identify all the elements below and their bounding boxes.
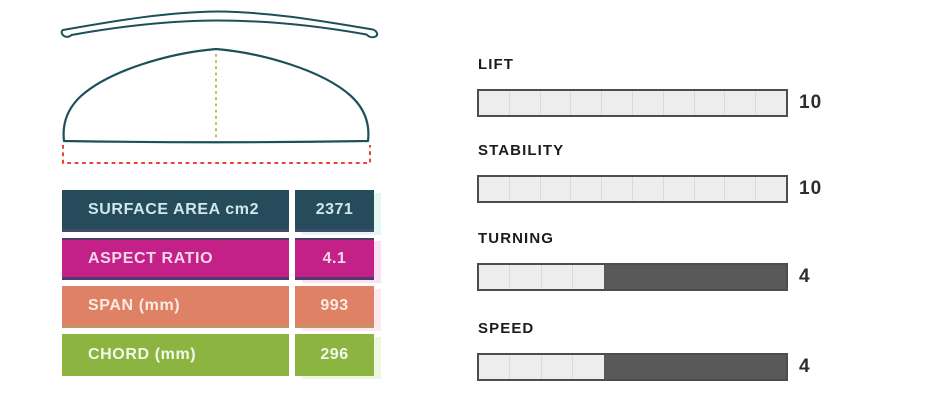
- rating-bar-segment: [694, 91, 726, 115]
- span-measure-dashed-line: [62, 145, 371, 164]
- rating-bar-segment: [509, 91, 541, 115]
- rating-bar-segment: [664, 265, 695, 289]
- rating-bar-segment: [479, 265, 511, 289]
- rating-bar: [477, 175, 788, 203]
- rating-label: STABILITY: [478, 142, 565, 159]
- rating-value: 4: [799, 266, 811, 287]
- rating-bar-segment: [632, 177, 664, 201]
- spec-value: 2371: [295, 190, 374, 232]
- rating-bar-segment: [541, 355, 574, 379]
- rating-item: LIFT 10: [477, 56, 857, 126]
- rating-bar: [477, 353, 788, 381]
- rating-bar: [477, 89, 788, 117]
- rating-item: SPEED 4: [477, 320, 857, 390]
- rating-bar-segment: [725, 355, 756, 379]
- rating-bar-segment: [540, 91, 572, 115]
- rating-bar-segment: [694, 265, 726, 289]
- spec-value: 4.1: [295, 238, 374, 280]
- rating-bar-segment: [541, 265, 574, 289]
- rating-bar-segment: [632, 91, 664, 115]
- spec-label: SURFACE AREA cm2: [62, 190, 289, 232]
- rating-bar-segment: [755, 355, 787, 379]
- rating-bar-segment: [540, 177, 572, 201]
- rating-label: LIFT: [478, 56, 515, 73]
- rating-bar-segment: [571, 177, 603, 201]
- rating-label: SPEED: [478, 320, 535, 337]
- rating-bar-segment: [694, 177, 726, 201]
- rating-bar-segment: [510, 355, 542, 379]
- wing-top-view-outline: [62, 47, 370, 144]
- rating-bar-segment: [634, 355, 665, 379]
- rating-bar-segment: [479, 355, 511, 379]
- rating-bar-segment: [694, 355, 726, 379]
- spec-label: CHORD (mm): [62, 334, 289, 376]
- rating-value: 10: [799, 178, 823, 199]
- spec-value: 296: [295, 334, 374, 376]
- rating-bar-segment: [755, 265, 787, 289]
- rating-bar-segment: [725, 91, 757, 115]
- rating-bar: [477, 263, 788, 291]
- rating-bar-segment: [479, 91, 510, 115]
- spec-row: SURFACE AREA cm2 2371: [62, 190, 382, 232]
- spec-row: ASPECT RATIO 4.1: [62, 238, 382, 280]
- spec-label: SPAN (mm): [62, 286, 289, 328]
- wing-front-view-outline: [60, 10, 379, 39]
- spec-row: CHORD (mm) 296: [62, 334, 382, 376]
- rating-bar-segment: [603, 355, 635, 379]
- rating-bar-segment: [479, 177, 510, 201]
- spec-value: 993: [295, 286, 374, 328]
- rating-bar-segment: [573, 355, 604, 379]
- rating-bar-segment: [571, 91, 603, 115]
- rating-bar-segment: [663, 177, 695, 201]
- rating-item: STABILITY 10: [477, 142, 857, 212]
- rating-bar-segment: [663, 91, 695, 115]
- rating-value: 4: [799, 356, 811, 377]
- rating-value: 10: [799, 92, 823, 113]
- rating-item: TURNING 4: [477, 230, 857, 300]
- wing-drawing: [60, 10, 379, 164]
- rating-bar-segment: [602, 91, 633, 115]
- rating-label: TURNING: [478, 230, 555, 247]
- rating-bar-segment: [756, 91, 786, 115]
- spec-row: SPAN (mm) 993: [62, 286, 382, 328]
- rating-bar-segment: [725, 265, 756, 289]
- spec-label: ASPECT RATIO: [62, 238, 289, 280]
- rating-bar-segment: [664, 355, 695, 379]
- rating-bar-segment: [602, 177, 633, 201]
- rating-bar-segment: [603, 265, 635, 289]
- rating-bar-segment: [509, 177, 541, 201]
- rating-bar-segment: [573, 265, 604, 289]
- ratings-panel: LIFT 10 STABILITY 10 TURNING 4 SPEED 4: [477, 0, 857, 400]
- rating-bar-segment: [634, 265, 665, 289]
- spec-table: SURFACE AREA cm2 2371 ASPECT RATIO 4.1 S…: [62, 190, 382, 382]
- rating-bar-segment: [725, 177, 757, 201]
- rating-bar-segment: [756, 177, 786, 201]
- rating-bar-segment: [510, 265, 542, 289]
